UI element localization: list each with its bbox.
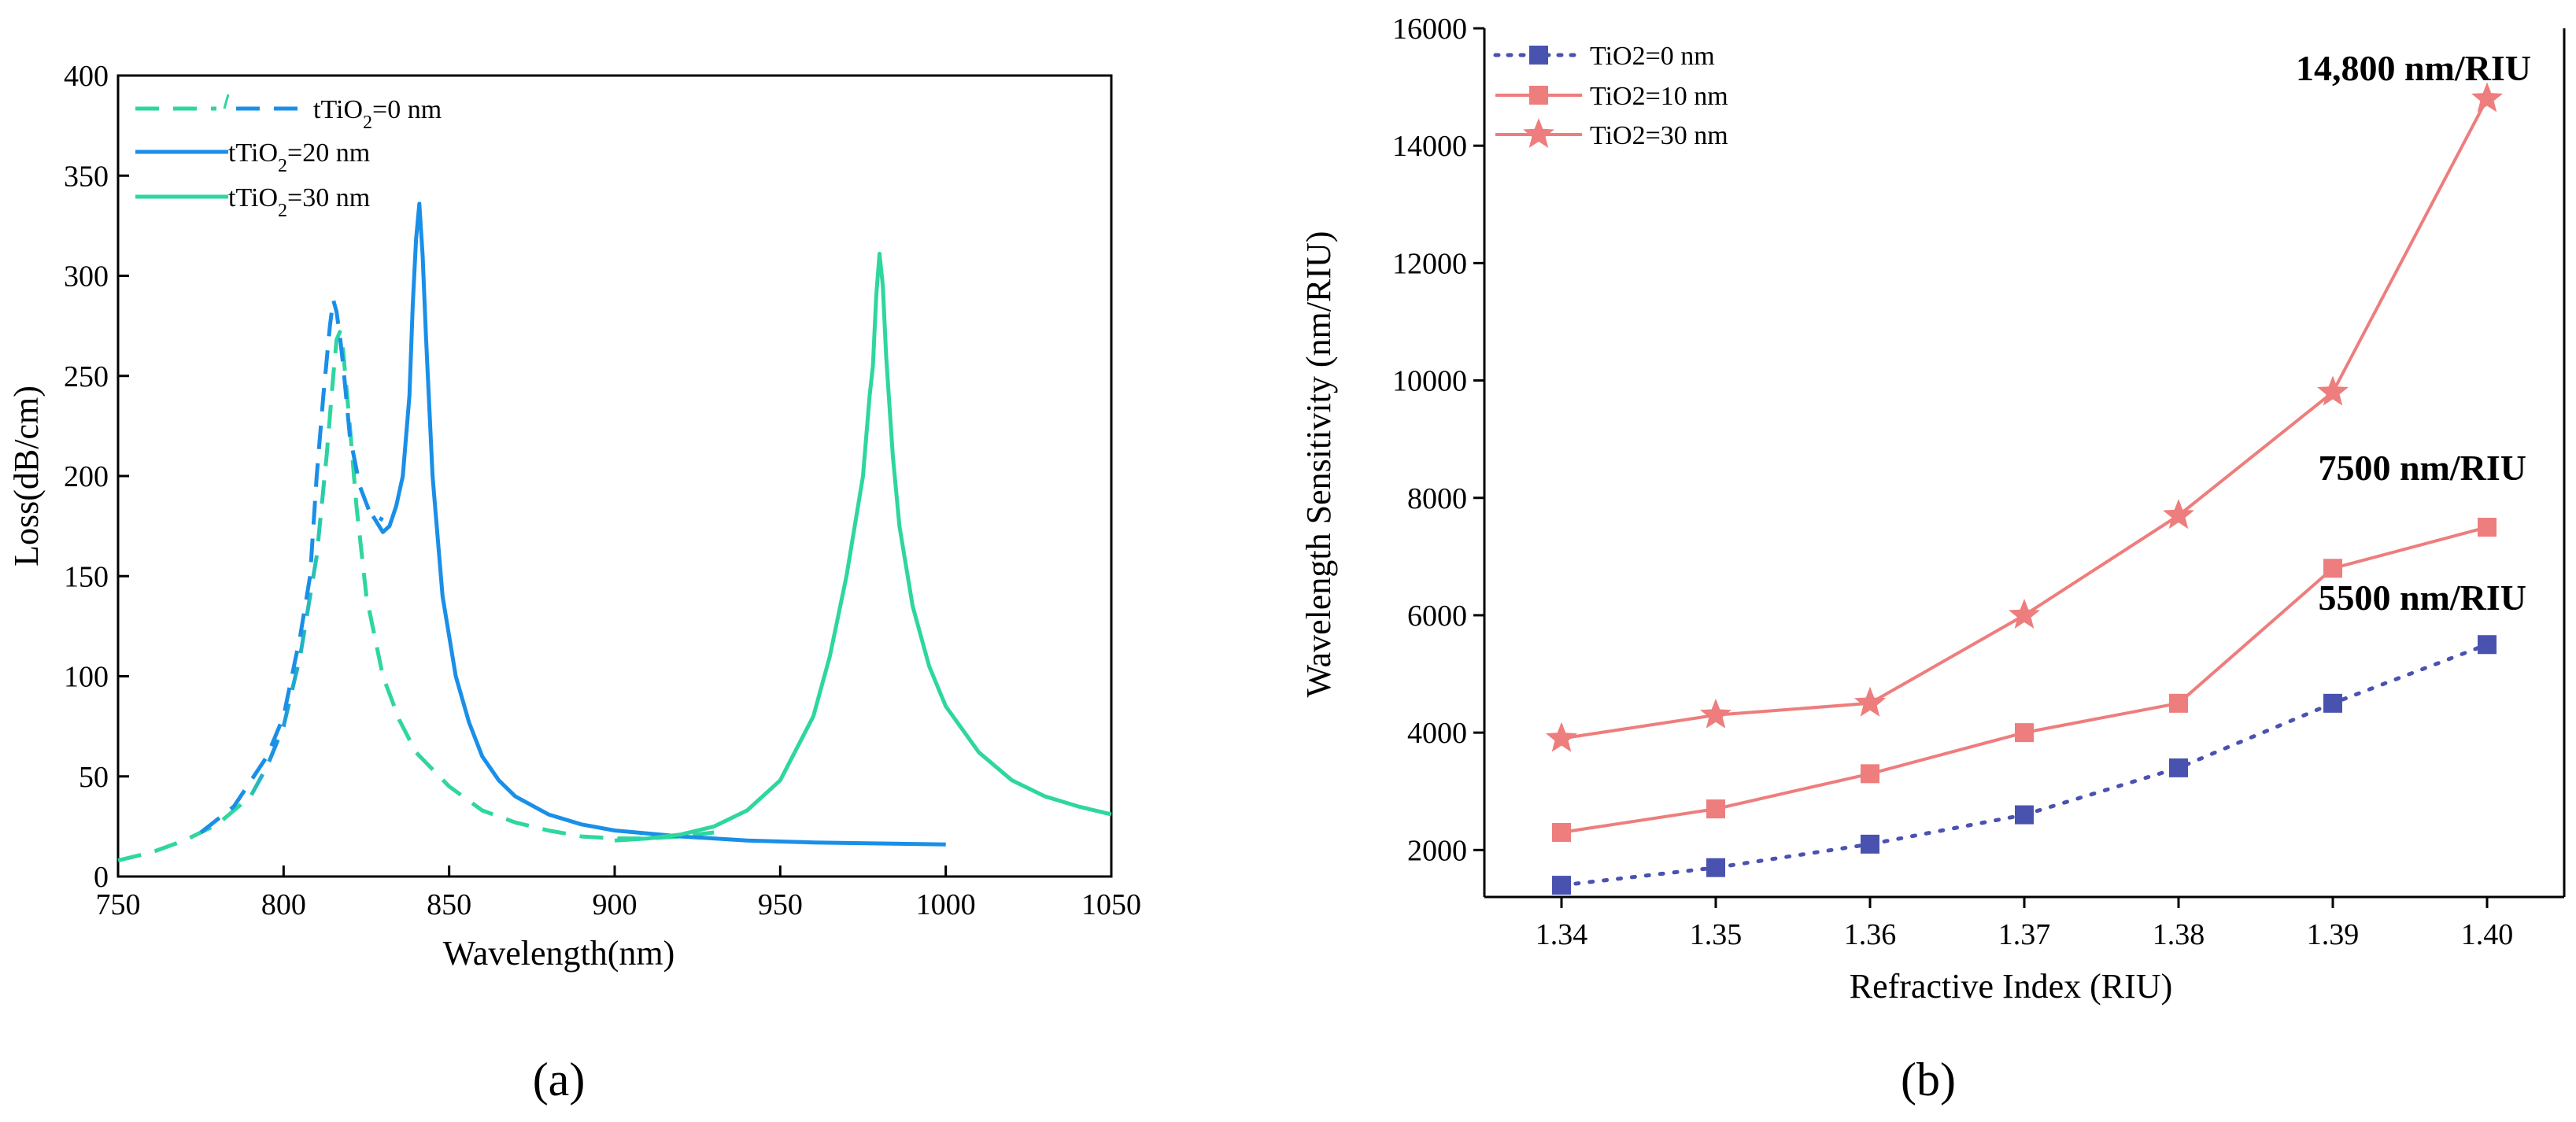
b-xtick-label: 1.38: [2153, 918, 2205, 951]
series-b-1-line: [1561, 526, 2488, 834]
series-a-1-line: [199, 297, 384, 834]
panel-b-caption: (b): [1901, 1054, 1956, 1105]
a-ytick-label: 400: [64, 60, 109, 93]
a-ytick-label: 100: [64, 661, 109, 694]
series-b-2-line: [1561, 98, 2489, 740]
a-ytick-label: 50: [79, 761, 109, 794]
series-b-0-line: [1559, 642, 2489, 888]
legend-label-b-0: TiO2=0 nm: [1590, 42, 1715, 71]
series-b-2-point: [2163, 499, 2194, 530]
a-ytick-label: 250: [64, 360, 109, 393]
legend-item-b-0: TiO2=0 nm: [1493, 42, 1715, 71]
a-ytick-label: 200: [64, 460, 109, 493]
legend-item-a-0: tTiO2=0 nm: [135, 94, 442, 133]
series-b-1-point: [2323, 559, 2342, 578]
legend-item-a-1: tTiO2=20 nm: [135, 138, 370, 176]
a-ytick-label: 0: [94, 861, 109, 894]
b-ytick-label: 2000: [1407, 834, 1467, 867]
legend-label-b-2: TiO2=30 nm: [1590, 121, 1728, 150]
a-ytick-label: 150: [64, 560, 109, 593]
series-b-2-point: [2317, 375, 2349, 406]
b-xtick-label: 1.39: [2307, 918, 2360, 951]
series-b-0-point: [2015, 805, 2034, 825]
a-ytick-label: 300: [64, 260, 109, 293]
series-b-1-point: [2478, 518, 2497, 537]
panel-b-caption-text: (b): [1901, 1054, 1956, 1105]
a-xtick-label: 750: [96, 888, 141, 921]
b-ytick-label: 10000: [1392, 365, 1467, 398]
a-ytick-label: 350: [64, 160, 109, 193]
legend-label-a-1: tTiO2=20 nm: [228, 138, 370, 176]
legend-label-b-1: TiO2=10 nm: [1590, 82, 1728, 111]
legend-item-a-2: tTiO2=30 nm: [135, 183, 370, 221]
panel-a-xlabel: Wavelength(nm): [443, 934, 675, 973]
legend-swatch-a-0slash: [223, 94, 230, 109]
annotation-tio2-10: 7500 nm/RIU: [2318, 448, 2526, 488]
b-ytick-label: 14000: [1392, 130, 1467, 163]
legend-marker-b-2: [1523, 118, 1554, 148]
a-xtick-label: 900: [593, 888, 638, 921]
panel-a-ylabel: Loss(dB/cm): [7, 386, 46, 567]
annotation-max-sensitivity: 14,800 nm/RIU: [2296, 48, 2531, 88]
series-b-0-point: [1552, 876, 1571, 895]
series-b-0-point: [1706, 858, 1725, 877]
annotation-tio2-0: 5500 nm/RIU: [2318, 578, 2526, 618]
legend-marker-b-1: [1529, 86, 1548, 105]
b-xtick-label: 1.34: [1536, 918, 1588, 951]
series-b-0-point: [1861, 834, 1879, 854]
b-xtick-label: 1.37: [1998, 918, 2051, 951]
panel-a-legend: tTiO2=0 nm tTiO2=20 nm tTiO2=30 nm: [135, 94, 442, 221]
panel-b-xlabel: Refractive Index (RIU): [1850, 967, 2172, 1006]
series-a-2-line: [371, 201, 946, 847]
a-xtick-label: 800: [261, 888, 306, 921]
b-ytick-label: 12000: [1392, 247, 1467, 280]
legend-item-b-1: TiO2=10 nm: [1495, 82, 1728, 111]
panel-b-legend: TiO2=0 nm TiO2=10 nm TiO2=30 nm: [1493, 42, 1728, 150]
b-ytick-label: 16000: [1392, 13, 1467, 46]
panel-a-chart: 750 800 850 900 950 1000 1050 0 50 100 150 200 250 30…: [7, 60, 1141, 973]
series-b-1-point: [2015, 723, 2034, 743]
a-xtick-label: 950: [758, 888, 803, 921]
series-b-0-point: [2169, 758, 2188, 777]
b-ytick-label: 6000: [1407, 600, 1467, 633]
series-b-2-point: [1854, 686, 1886, 717]
panel-a-caption: (a): [533, 1054, 586, 1105]
legend-marker-b-0: [1529, 46, 1548, 65]
series-b-2-point: [2471, 82, 2503, 113]
b-ytick-label: 4000: [1407, 717, 1467, 750]
panel-a-caption-text: (a): [533, 1054, 586, 1105]
series-a-0-line: [117, 330, 715, 863]
a-xtick-label: 1050: [1081, 888, 1141, 921]
series-b-0-point: [2323, 693, 2342, 713]
panel-b-chart: 1.34 1.35 1.36 1.37 1.38 1.39 1.40 2000 4000 6000…: [1299, 13, 2566, 1006]
series-b-1-point: [2169, 693, 2188, 713]
series-b-1-point: [1861, 764, 1879, 784]
b-ytick-label: 8000: [1407, 482, 1467, 515]
panel-b-ylabel: Wavelength Sensitivity (nm/RIU): [1299, 231, 1338, 698]
a-xtick-label: 1000: [916, 888, 976, 921]
series-b-1-point: [1552, 822, 1571, 842]
series-b-1-point: [1706, 799, 1725, 819]
b-xtick-label: 1.40: [2461, 918, 2514, 951]
series-b-2-point: [2009, 598, 2040, 629]
series-b-2-point: [1700, 698, 1732, 729]
b-xtick-label: 1.35: [1690, 918, 1743, 951]
legend-item-b-2: TiO2=30 nm: [1495, 118, 1728, 150]
a-xtick-label: 850: [427, 888, 471, 921]
series-a-3-line: [614, 252, 1112, 843]
b-xtick-label: 1.36: [1844, 918, 1897, 951]
series-b-0-point: [2478, 635, 2497, 655]
series-b-2-point: [1546, 722, 1577, 752]
legend-label-a-2: tTiO2=30 nm: [228, 183, 370, 221]
legend-label-a-0: tTiO2=0 nm: [313, 95, 442, 133]
